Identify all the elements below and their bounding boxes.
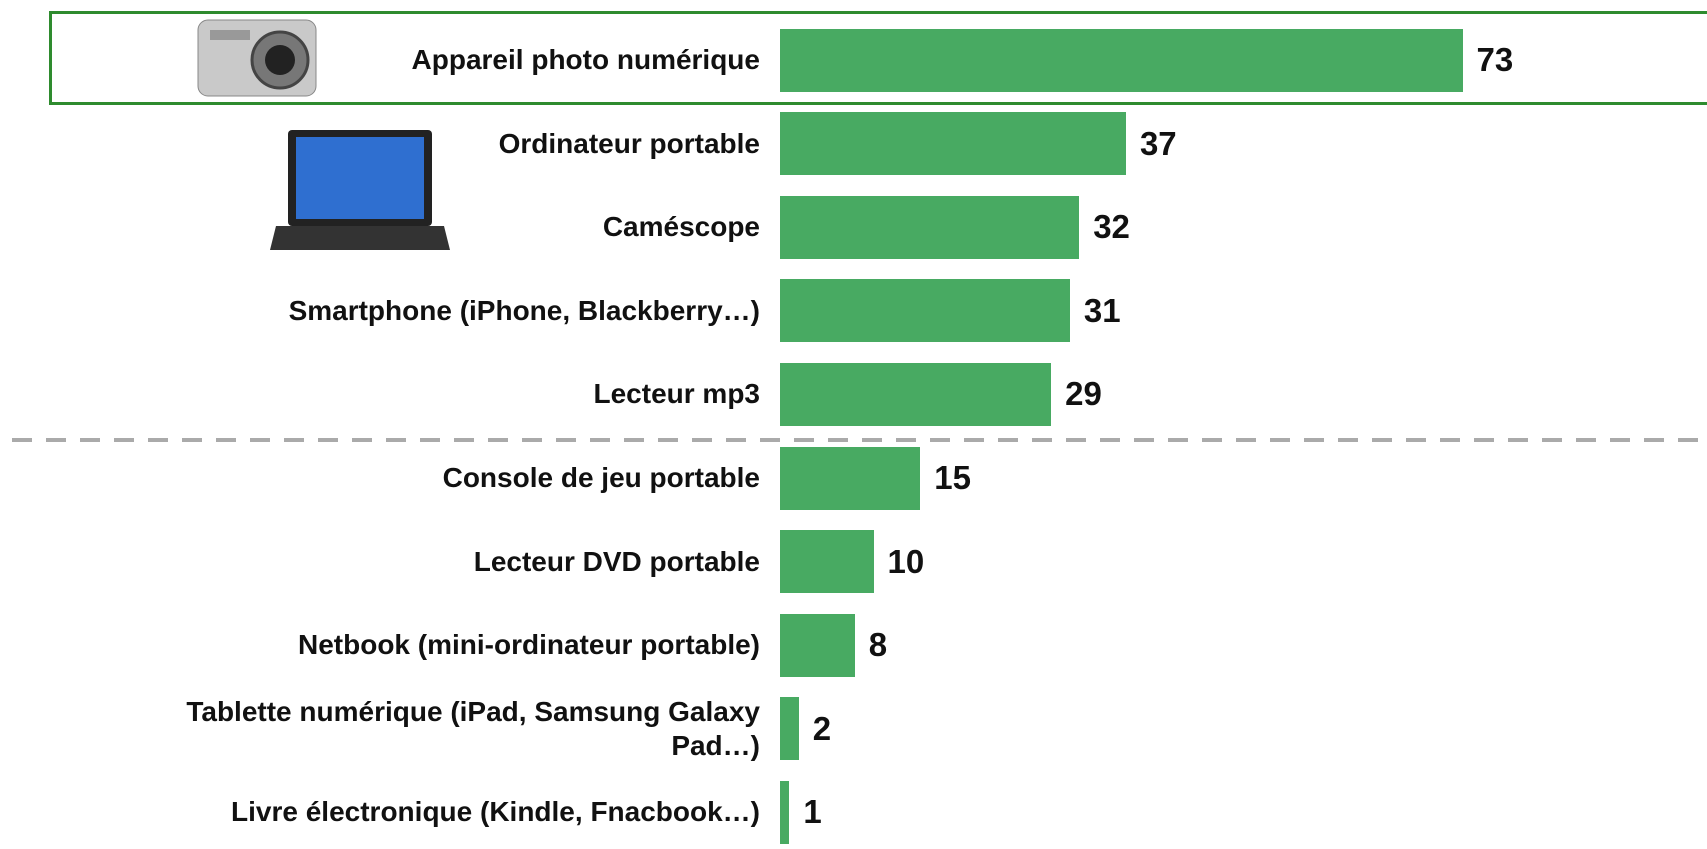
value-label: 10 [887,542,925,580]
value-label: 32 [1093,208,1130,246]
category-label: Appareil photo numérique [411,44,760,75]
bar [780,279,1070,343]
value-label: 2 [812,709,832,747]
bar [780,28,1463,92]
bar [780,780,790,844]
category-label: Console de jeu portable [442,462,760,493]
category-label: Lecteur DVD portable [473,545,760,577]
value-label: 31 [1083,291,1121,329]
value-label: 15 [934,459,971,496]
laptop-icon [270,130,450,250]
camera-icon [197,19,317,97]
bar [780,112,1126,176]
bar [780,195,1080,259]
bar [780,530,874,594]
category-label: Tablette numérique (iPad, Samsung Galaxy… [186,695,760,761]
bar [780,362,1052,426]
category-label: Smartphone (iPhone, Blackberry…) [288,294,760,326]
bar [780,446,921,510]
value-label: 73 [1476,41,1514,78]
category-label: Caméscope [602,211,760,243]
bar [780,697,799,761]
value-label: 1 [803,793,822,831]
highlight-box [49,11,1707,105]
bar [780,613,855,677]
value-label: 29 [1065,375,1102,413]
category-label: Ordinateur portable [498,127,760,159]
value-label: 8 [868,626,888,664]
category-label: Lecteur mp3 [593,378,761,410]
category-label: Netbook (mini-ordinateur portable) [298,629,760,661]
value-label: 37 [1139,124,1177,162]
category-label: Livre électronique (Kindle, Fnacbook…) [231,796,760,828]
